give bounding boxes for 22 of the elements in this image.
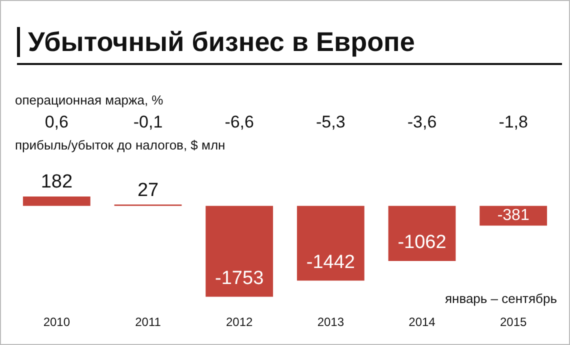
x-tick-label: 2010 bbox=[43, 315, 70, 330]
x-tick-label: 2012 bbox=[226, 315, 254, 330]
text: операционная маржа, % bbox=[15, 92, 164, 108]
annotation: январь – сентябрь bbox=[444, 291, 558, 306]
data-label: -1062 bbox=[398, 232, 446, 254]
data-label: -381 bbox=[497, 207, 530, 224]
text: -6,6 bbox=[224, 112, 254, 132]
text: прибыль/убыток до налогов, $ млн bbox=[15, 138, 226, 153]
x-tick-label: 2014 bbox=[408, 315, 436, 330]
x-tick-label: 2013 bbox=[317, 315, 344, 330]
text: -5,3 bbox=[316, 112, 346, 132]
data-label: 27 bbox=[137, 180, 159, 201]
x-tick-label: 2015 bbox=[500, 315, 528, 330]
data-label: -1753 bbox=[215, 268, 264, 290]
text: -1,8 bbox=[498, 112, 528, 132]
chart-title: Убыточный бизнес в Европе bbox=[17, 27, 415, 57]
data-label: 182 bbox=[40, 172, 73, 193]
data-label: -1442 bbox=[306, 252, 355, 273]
text: -0,1 bbox=[133, 112, 163, 132]
text: 0,6 bbox=[44, 112, 68, 132]
x-tick-label: 2011 bbox=[135, 315, 162, 330]
text: -3,6 bbox=[407, 112, 437, 132]
